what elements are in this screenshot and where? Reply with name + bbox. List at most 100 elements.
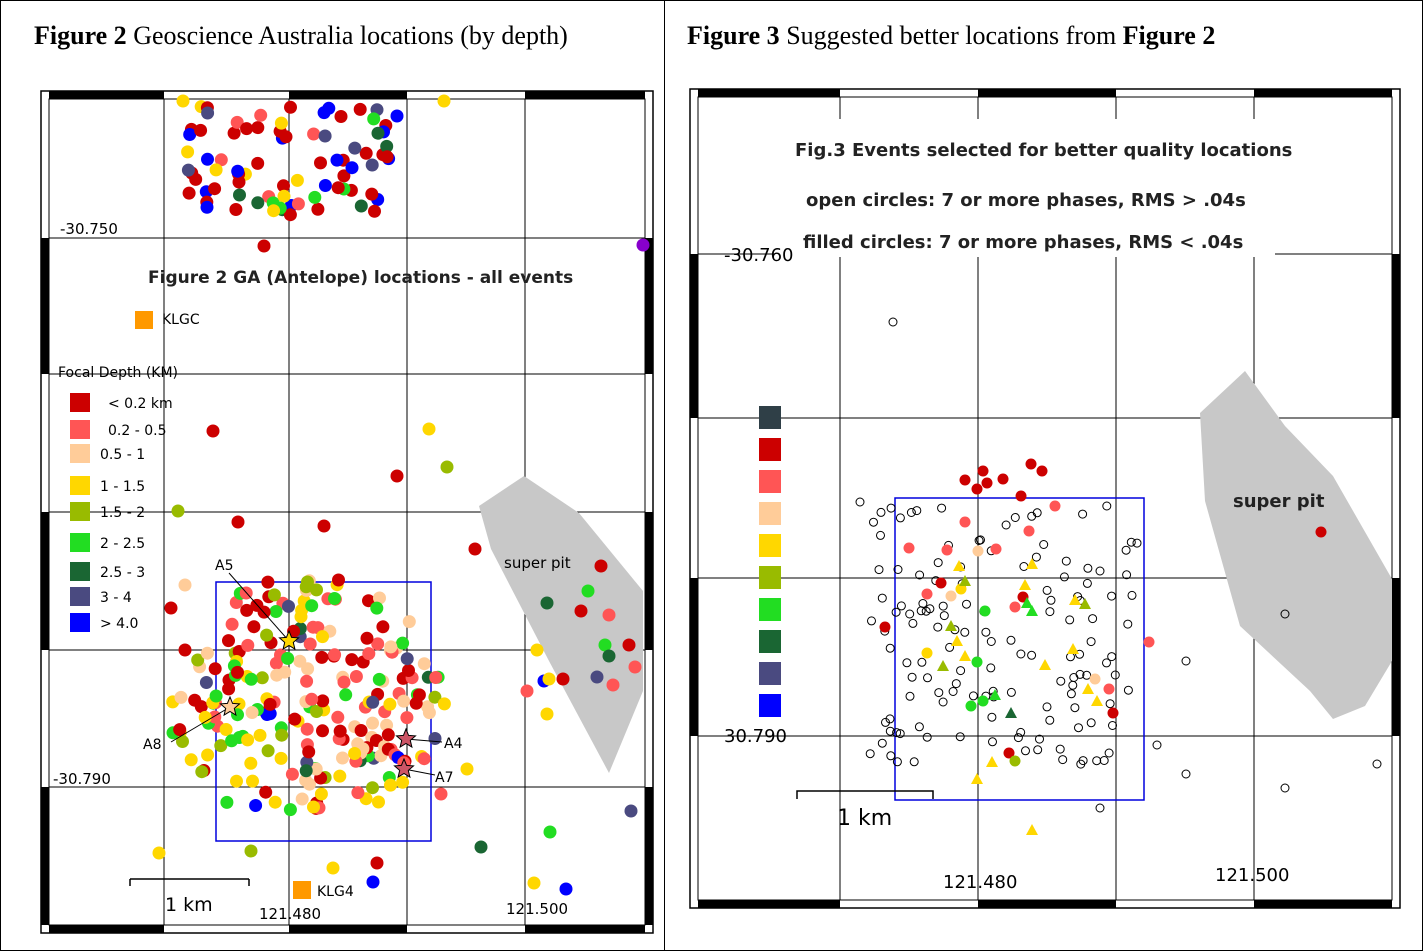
event-point: [622, 638, 636, 652]
event-point: [241, 733, 255, 747]
event-triangle: [1091, 695, 1103, 706]
event-point: [368, 204, 381, 218]
legend-swatch: [759, 534, 781, 557]
figure-2-map: super pit Figure 2 GA (Antelope) location…: [40, 90, 654, 934]
event-point: [282, 599, 295, 613]
event-point: [422, 422, 436, 436]
event-point: [302, 745, 316, 759]
event-point: [182, 186, 196, 200]
event-open-circle: [1108, 721, 1117, 730]
event-open-circle: [909, 757, 919, 767]
event-point: [301, 575, 314, 589]
event-open-circle: [916, 606, 926, 616]
event-point: [366, 716, 379, 730]
event-point: [277, 179, 290, 193]
latitude-label-bottom: -30.790: [53, 770, 111, 788]
event-open-circle: [1102, 501, 1112, 511]
event-point: [330, 153, 344, 167]
event-point: [230, 774, 243, 788]
event-point: [251, 121, 265, 135]
event-point: [183, 128, 197, 141]
event-filled-circle: [1143, 636, 1155, 648]
event-filled-circle: [945, 590, 957, 602]
station-square-klg4: [293, 881, 311, 899]
event-point: [178, 643, 192, 657]
legend-swatch: [759, 438, 781, 461]
event-point: [267, 204, 281, 218]
event-open-circle: [855, 497, 865, 507]
legend-label: 1 - 1.5: [100, 479, 145, 495]
event-point: [274, 116, 288, 130]
event-point: [334, 110, 348, 123]
event-open-circle: [962, 599, 971, 609]
event-open-circle: [960, 627, 970, 637]
event-point: [230, 115, 244, 129]
legend-swatch: [70, 587, 90, 606]
event-open-circle: [925, 604, 935, 614]
event-open-circle: [914, 722, 924, 732]
event-point: [309, 762, 323, 776]
title-background: [775, 119, 1275, 257]
event-open-circle: [1095, 566, 1105, 576]
event-open-circle: [869, 517, 878, 527]
event-point: [556, 672, 570, 686]
event-filled-circle: [979, 605, 991, 617]
star-pointer-line: [170, 706, 231, 743]
event-triangle: [945, 620, 957, 631]
event-point: [307, 800, 320, 814]
event-point: [590, 670, 604, 684]
event-open-circle: [915, 570, 925, 580]
event-open-circle: [933, 558, 943, 568]
event-open-circle: [1132, 538, 1142, 548]
figure-2-panel: Figure 2 Geoscience Australia locations …: [0, 0, 665, 951]
event-point: [318, 179, 332, 192]
legend-swatch: [759, 502, 781, 525]
event-point: [437, 697, 451, 711]
event-open-circle: [908, 618, 918, 628]
event-point: [303, 637, 317, 651]
event-point: [251, 156, 265, 170]
event-filled-circle: [1009, 601, 1021, 613]
fig2-frame-tick: [49, 925, 164, 933]
event-filled-circle: [1049, 500, 1061, 512]
event-open-circle: [1123, 685, 1133, 695]
event-open-circle: [1019, 562, 1029, 571]
event-point: [581, 584, 595, 598]
event-open-circle: [1088, 614, 1098, 624]
event-point: [336, 751, 349, 765]
legend-swatch: [70, 502, 90, 521]
event-open-circle: [1372, 759, 1382, 769]
event-point: [328, 648, 342, 662]
event-open-circle: [1042, 585, 1052, 595]
event-point: [574, 604, 588, 618]
fig2-frame-tick: [289, 91, 407, 99]
event-filled-circle: [971, 656, 983, 668]
superpit-area: [1200, 371, 1392, 719]
event-filled-circle: [1009, 755, 1021, 767]
event-open-circle: [1110, 670, 1120, 680]
event-open-circle: [1069, 673, 1079, 682]
event-point: [353, 102, 367, 116]
event-point: [288, 712, 302, 726]
event-point: [184, 753, 198, 767]
event-open-circle: [948, 687, 958, 696]
event-filled-circle: [959, 516, 971, 528]
legend-swatch: [759, 598, 781, 621]
event-point: [269, 605, 283, 618]
event-open-circle: [874, 565, 884, 575]
event-point: [244, 672, 258, 686]
event-point: [300, 674, 314, 688]
event-open-circle: [1083, 563, 1093, 573]
event-filled-circle: [990, 543, 1002, 555]
event-point: [530, 643, 544, 657]
fig3-frame-tick: [690, 578, 698, 736]
event-open-circle: [1016, 727, 1026, 737]
fig2-frame-tick: [49, 91, 164, 99]
event-point: [422, 706, 436, 720]
event-open-circle: [938, 697, 948, 707]
star-label-a8: A8: [143, 737, 161, 753]
event-point: [261, 744, 275, 758]
event-open-circle: [886, 751, 896, 761]
event-open-circle: [923, 673, 932, 683]
event-point: [306, 620, 320, 634]
